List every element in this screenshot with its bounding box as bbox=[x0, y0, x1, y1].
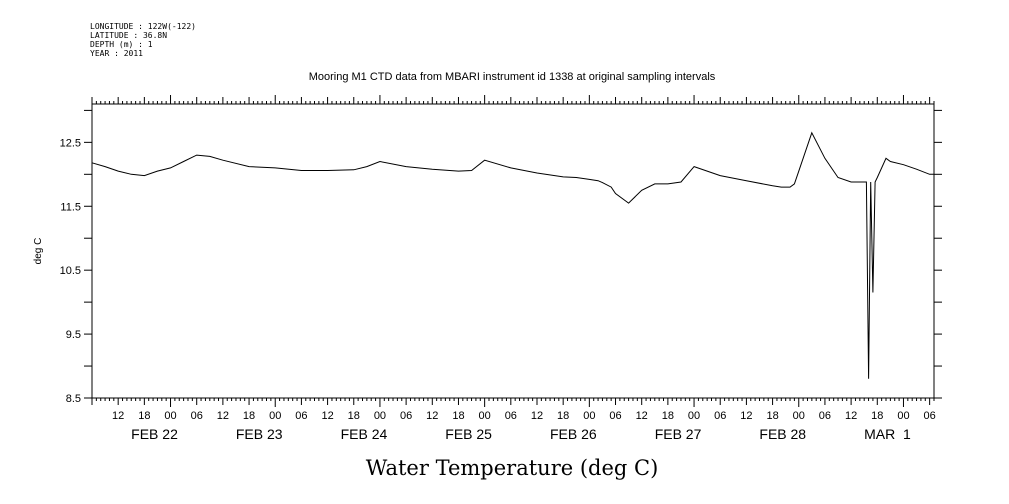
x-date-label: FEB 26 bbox=[550, 426, 597, 442]
x-hour-label: 06 bbox=[295, 410, 307, 422]
y-tick-label: 12.5 bbox=[60, 137, 81, 149]
x-hour-label: 12 bbox=[740, 410, 752, 422]
x-axis-label: Water Temperature (deg C) bbox=[366, 456, 659, 480]
x-hour-label: 00 bbox=[479, 410, 491, 422]
year-label: YEAR : 2011 bbox=[90, 49, 143, 58]
x-hour-label: 12 bbox=[321, 410, 333, 422]
latitude-label: LATITUDE : 36.8N bbox=[90, 31, 168, 40]
x-hour-label: 18 bbox=[871, 410, 883, 422]
x-hour-label: 06 bbox=[400, 410, 412, 422]
x-hour-label: 06 bbox=[714, 410, 726, 422]
x-hour-label: 18 bbox=[557, 410, 569, 422]
x-date-label: FEB 25 bbox=[445, 426, 492, 442]
y-axis-label: deg C bbox=[33, 238, 44, 265]
x-hour-label: 06 bbox=[609, 410, 621, 422]
x-hour-label: 12 bbox=[636, 410, 648, 422]
x-hour-label: 00 bbox=[583, 410, 595, 422]
x-hour-label: 18 bbox=[452, 410, 464, 422]
x-hour-label: 00 bbox=[793, 410, 805, 422]
plot-frame bbox=[91, 103, 935, 399]
x-hour-label: 12 bbox=[217, 410, 229, 422]
x-hour-label: 00 bbox=[897, 410, 909, 422]
x-hour-label: 18 bbox=[348, 410, 360, 422]
y-axis: 8.5 9.5 10.5 11.5 12.5 bbox=[60, 109, 942, 405]
longitude-label: LONGITUDE : 122W(-122) bbox=[90, 22, 196, 31]
x-hour-label: 00 bbox=[164, 410, 176, 422]
y-tick-label: 8.5 bbox=[66, 393, 81, 405]
x-hour-label: 12 bbox=[845, 410, 857, 422]
y-tick-label: 11.5 bbox=[60, 201, 81, 213]
x-date-label: FEB 23 bbox=[236, 426, 283, 442]
x-hour-label: 18 bbox=[662, 410, 674, 422]
x-hour-label: 18 bbox=[243, 410, 255, 422]
x-hour-label: 00 bbox=[269, 410, 281, 422]
x-hour-label: 12 bbox=[426, 410, 438, 422]
x-hour-label: 06 bbox=[924, 410, 936, 422]
x-hour-label: 12 bbox=[531, 410, 543, 422]
x-hour-label: 06 bbox=[505, 410, 517, 422]
x-hour-label: 06 bbox=[819, 410, 831, 422]
x-hour-label: 00 bbox=[374, 410, 386, 422]
x-date-label: FEB 22 bbox=[131, 426, 178, 442]
x-axis: 12 18 00 06 12 18 00 06 12 18 00 06 12 18 00 06 12 18 00 06… bbox=[91, 95, 936, 442]
metadata-block: LONGITUDE : 122W(-122) LATITUDE : 36.8N … bbox=[90, 22, 196, 58]
x-date-label: FEB 27 bbox=[655, 426, 702, 442]
x-hour-label: 18 bbox=[138, 410, 150, 422]
x-date-label: MAR 1 bbox=[864, 426, 911, 442]
x-hour-label: 18 bbox=[766, 410, 778, 422]
chart-title: Mooring M1 CTD data from MBARI instrumen… bbox=[309, 71, 716, 83]
x-hour-label: 12 bbox=[112, 410, 124, 422]
y-tick-label: 10.5 bbox=[60, 265, 81, 277]
series-line-water-temperature bbox=[91, 131, 934, 379]
x-date-label: FEB 24 bbox=[341, 426, 388, 442]
x-hour-label: 06 bbox=[191, 410, 203, 422]
x-date-label: FEB 28 bbox=[759, 426, 806, 442]
depth-label: DEPTH (m) : 1 bbox=[90, 40, 153, 49]
x-hour-label: 00 bbox=[688, 410, 700, 422]
y-tick-label: 9.5 bbox=[66, 329, 81, 341]
